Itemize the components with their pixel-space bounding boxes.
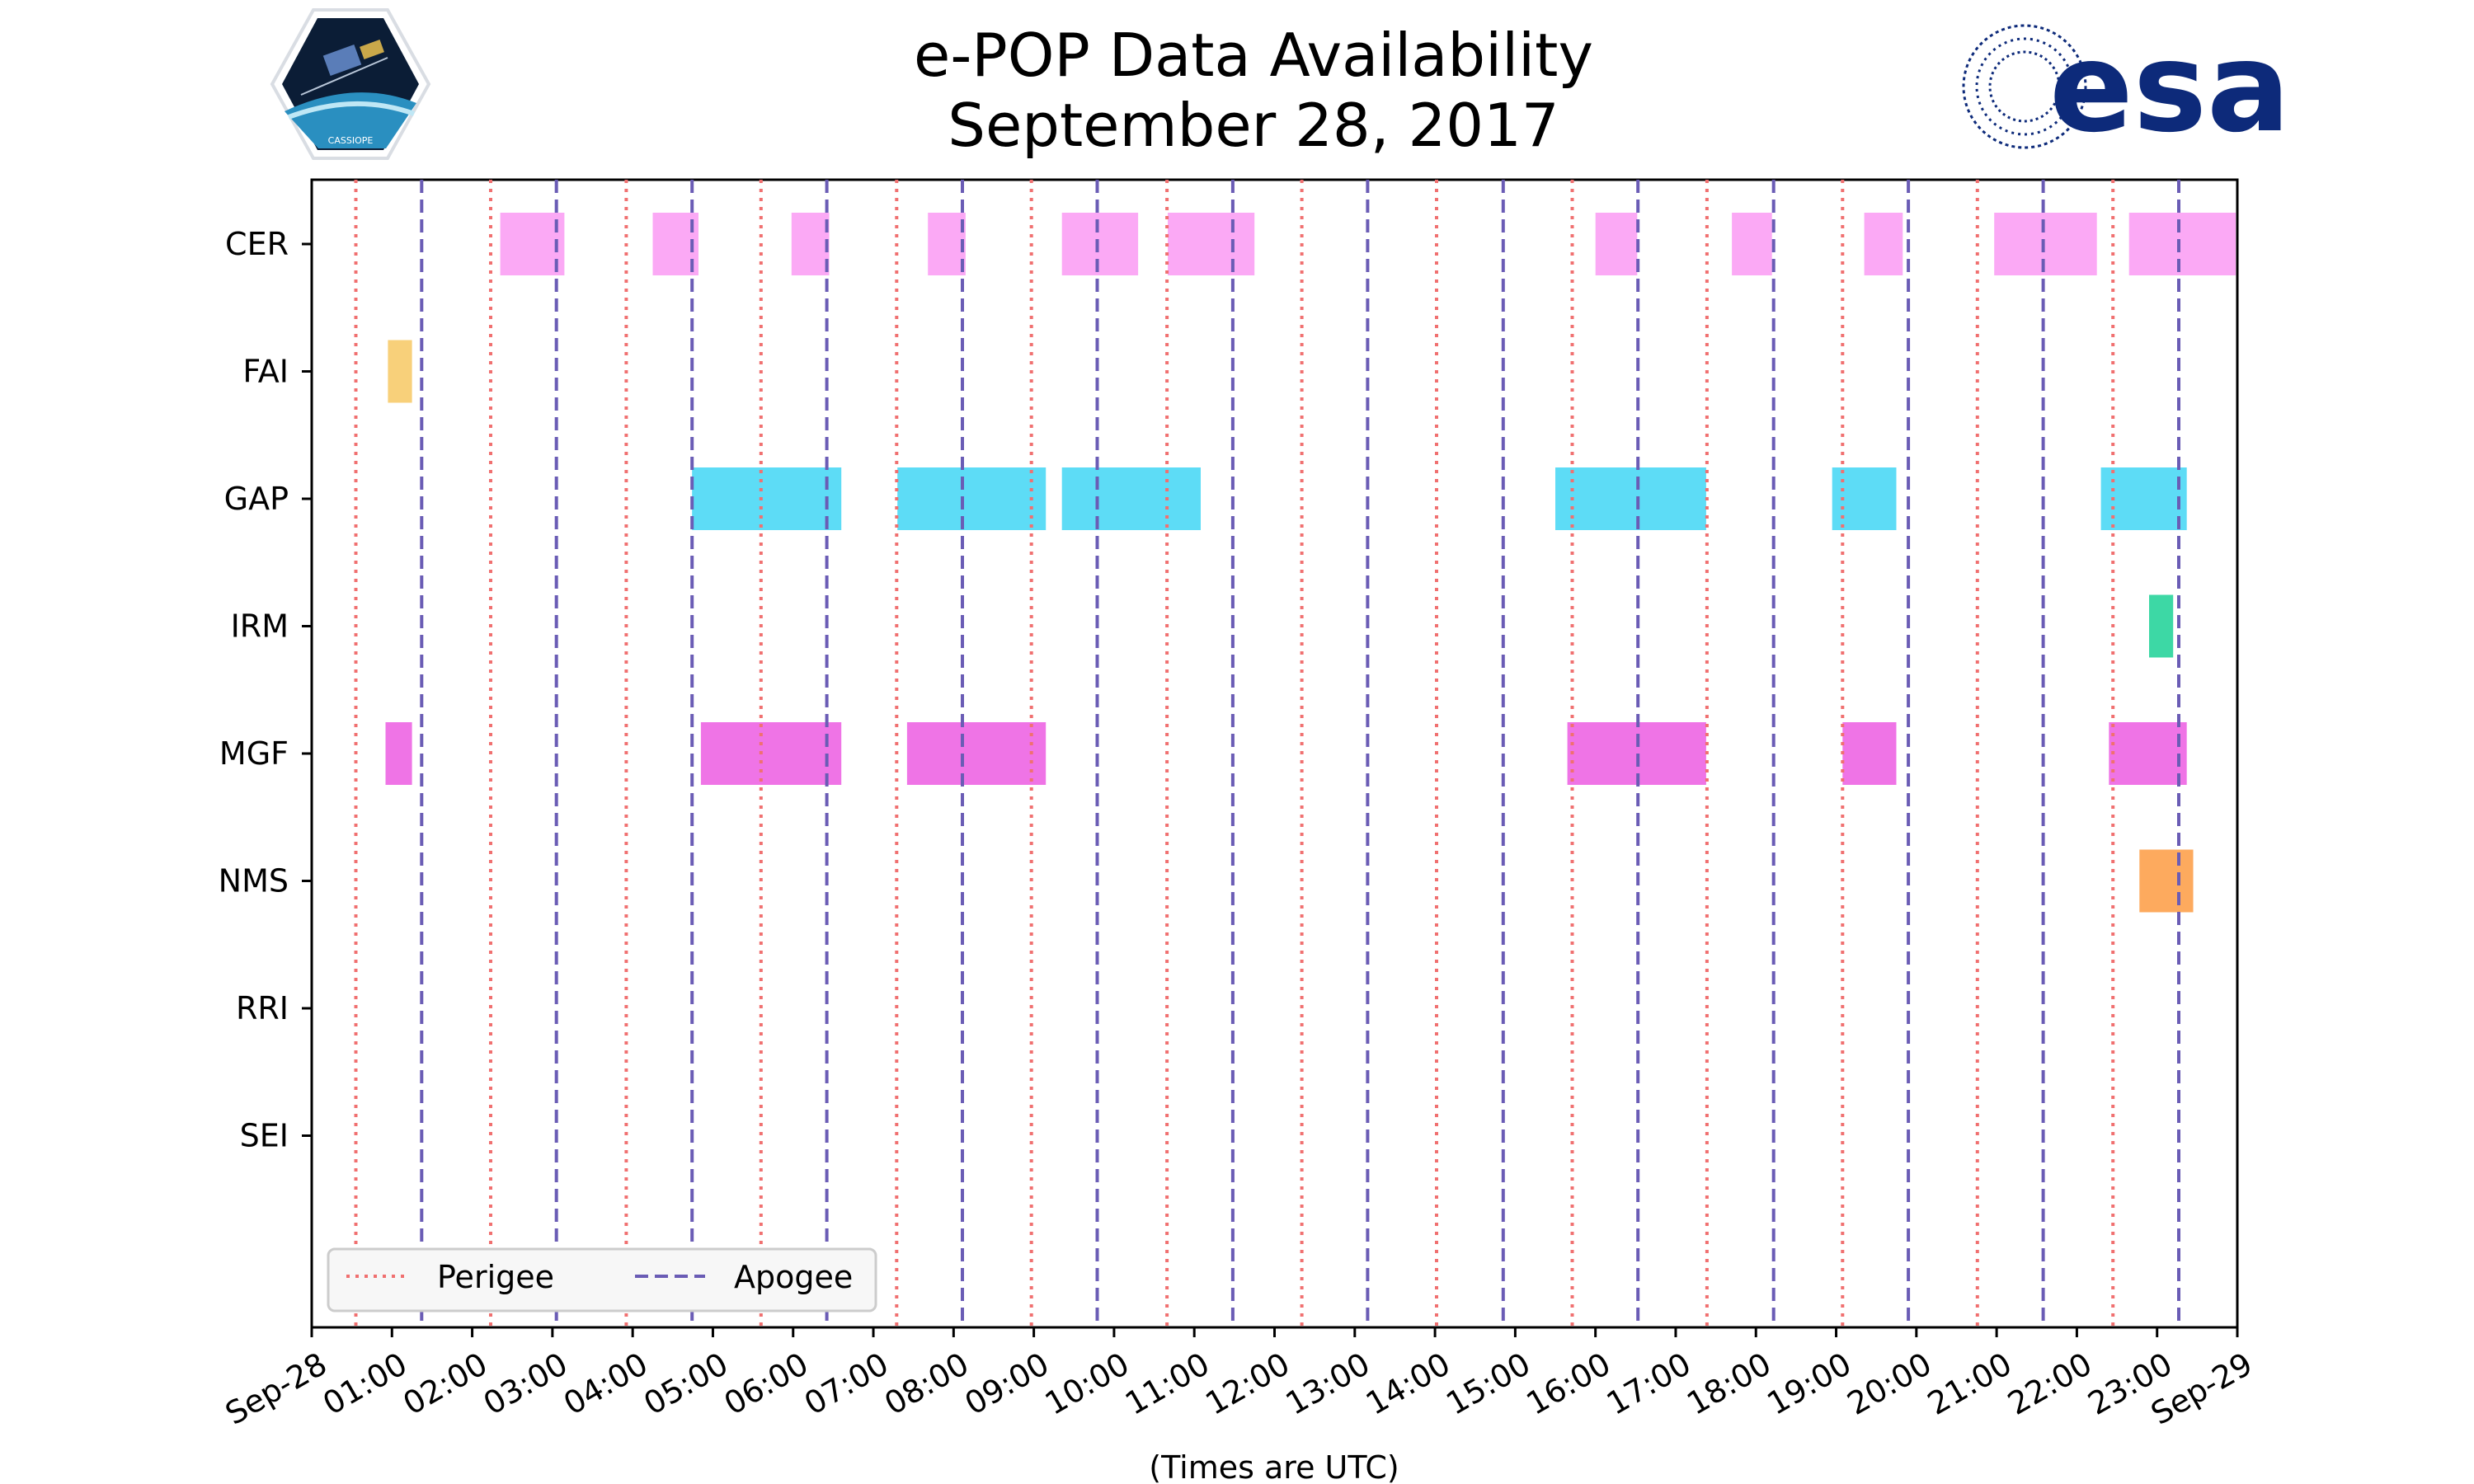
chart-title: e-POP Data Availability <box>914 21 1593 90</box>
bars-layer <box>385 213 2236 913</box>
bar-gap-2 <box>1061 467 1201 530</box>
x-tick-label-8: 08:00 <box>878 1345 975 1422</box>
bar-cer-8 <box>1864 213 1903 275</box>
bar-gap-1 <box>897 467 1047 530</box>
y-tick-label-rri: RRI <box>236 990 289 1026</box>
y-tick-label-fai: FAI <box>242 354 289 390</box>
x-tick-label-22: 22:00 <box>2001 1345 2098 1422</box>
chart-subtitle: September 28, 2017 <box>948 91 1559 160</box>
x-tick-label-0: Sep-28 <box>219 1345 333 1432</box>
bar-cer-5 <box>1168 213 1255 275</box>
x-axis-label: (Times are UTC) <box>1149 1449 1399 1484</box>
x-tick-label-16: 16:00 <box>1521 1345 1617 1422</box>
orbit-lines-layer <box>354 180 2180 1327</box>
x-tick-label-4: 04:00 <box>557 1345 654 1422</box>
x-tick-label-1: 01:00 <box>317 1345 413 1422</box>
x-tick-label-3: 03:00 <box>477 1345 574 1422</box>
x-tick-label-13: 13:00 <box>1280 1345 1376 1422</box>
x-tick-label-2: 02:00 <box>397 1345 493 1422</box>
bar-mgf-1 <box>700 722 842 785</box>
x-axis: Sep-2801:0002:0003:0004:0005:0006:0007:0… <box>219 1327 2259 1432</box>
cassiope-logo-text: CASSIOPE <box>328 135 374 146</box>
x-tick-label-21: 21:00 <box>1921 1345 2018 1422</box>
bar-mgf-5 <box>2109 722 2187 785</box>
bar-irm-0 <box>2149 594 2174 658</box>
bar-mgf-0 <box>385 722 412 785</box>
bar-nms-0 <box>2139 849 2194 913</box>
x-tick-label-14: 14:00 <box>1360 1345 1456 1422</box>
bar-cer-0 <box>500 213 565 275</box>
bar-cer-4 <box>1061 213 1139 275</box>
y-tick-label-nms: NMS <box>219 863 289 899</box>
legend: Perigee Apogee <box>327 1247 877 1313</box>
x-tick-label-19: 19:00 <box>1761 1345 1857 1422</box>
bar-cer-2 <box>791 213 830 275</box>
bar-gap-5 <box>2100 467 2187 530</box>
esa-logo: esa <box>1962 16 2290 160</box>
bar-cer-3 <box>928 213 966 275</box>
bar-cer-10 <box>2128 213 2236 275</box>
x-tick-label-10: 10:00 <box>1039 1345 1136 1422</box>
plot-area <box>310 178 2239 1329</box>
y-axis: CER FAI GAP IRM MGF NMS RRI SEI <box>219 226 312 1154</box>
bar-mgf-2 <box>906 722 1047 785</box>
y-tick-label-gap: GAP <box>224 481 289 517</box>
x-tick-label-7: 07:00 <box>798 1345 895 1422</box>
bar-cer-6 <box>1595 213 1638 275</box>
bar-cer-9 <box>1994 213 2097 275</box>
bar-fai-0 <box>388 340 412 403</box>
esa-logo-text: esa <box>2049 16 2290 160</box>
x-tick-label-12: 12:00 <box>1199 1345 1296 1422</box>
x-tick-label-17: 17:00 <box>1601 1345 1697 1422</box>
bar-mgf-4 <box>1842 722 1897 785</box>
x-tick-label-18: 18:00 <box>1681 1345 1777 1422</box>
x-tick-label-15: 15:00 <box>1440 1345 1536 1422</box>
bar-gap-3 <box>1555 467 1706 530</box>
y-tick-label-irm: IRM <box>231 608 289 645</box>
x-tick-label-6: 06:00 <box>718 1345 815 1422</box>
x-tick-label-11: 11:00 <box>1119 1345 1216 1422</box>
y-tick-label-sei: SEI <box>240 1118 289 1154</box>
bar-cer-7 <box>1732 213 1772 275</box>
y-tick-label-mgf: MGF <box>219 735 289 772</box>
x-tick-label-9: 09:00 <box>958 1345 1055 1422</box>
legend-apogee-label: Apogee <box>734 1259 853 1295</box>
x-tick-label-20: 20:00 <box>1841 1345 1938 1422</box>
y-tick-label-cer: CER <box>225 226 289 262</box>
cassiope-logo: CASSIOPE <box>270 8 431 160</box>
x-tick-label-5: 05:00 <box>637 1345 734 1422</box>
legend-perigee-label: Perigee <box>437 1259 554 1295</box>
bar-gap-0 <box>692 467 842 530</box>
